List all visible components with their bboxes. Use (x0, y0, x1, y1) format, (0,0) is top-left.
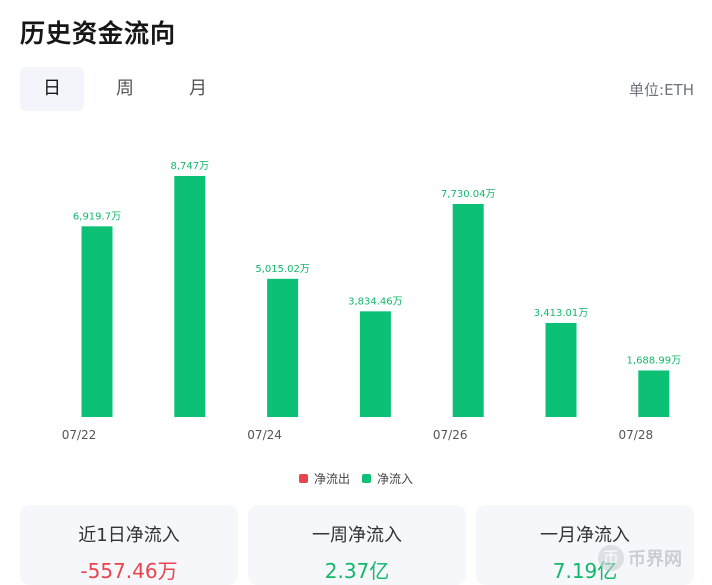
x-tick-label: 07/22 (62, 428, 97, 442)
summary-value-1d: -557.46万 (80, 559, 178, 583)
legend-item-outflow[interactable]: 净流出 (298, 470, 350, 487)
x-tick-label: 07/28 (619, 428, 654, 442)
fund-flow-bar-chart: 6,919.7万 07/22 8,747万 5,015.02万 07/24 3,834.4… (62, 161, 682, 442)
tab-day[interactable]: 日 (20, 67, 84, 111)
bar-07-22[interactable] (81, 226, 113, 417)
legend-swatch-inflow (362, 474, 371, 483)
x-tick-label: 07/26 (433, 428, 468, 442)
watermark: 币 币界网 (598, 545, 682, 571)
bar-07-28[interactable] (638, 370, 670, 417)
bar-07-25[interactable] (359, 311, 391, 417)
bar-value-label: 3,413.01万 (534, 308, 589, 319)
bar-value-label: 1,688.99万 (627, 355, 682, 366)
bar-07-23[interactable] (174, 175, 206, 417)
legend-swatch-outflow (298, 474, 308, 483)
bar-07-24[interactable] (267, 278, 299, 417)
summary-card-1d: 近1日净流入 -557.46万 (20, 505, 238, 585)
bar-value-label: 8,747万 (170, 161, 209, 172)
bar-value-label: 6,919.7万 (73, 211, 121, 222)
bar-07-26[interactable] (452, 203, 484, 417)
chart-legend: 净流出 净流入 (0, 470, 712, 487)
summary-value-1w: 2.37亿 (324, 559, 390, 583)
watermark-text: 币界网 (628, 549, 682, 570)
unit-label: 单位:ETH (629, 81, 694, 99)
summary-card-1w: 一周净流入 2.37亿 (248, 505, 466, 585)
bar-value-label: 7,730.04万 (441, 189, 496, 200)
summary-card-1m: 一月净流入 7.19亿 (476, 505, 694, 585)
period-tabs: 日 周 月 (20, 67, 239, 111)
legend-label-inflow: 净流入 (377, 472, 414, 486)
legend-item-inflow[interactable]: 净流入 (362, 470, 413, 487)
summary-cards: 近1日净流入 -557.46万 一周净流入 2.37亿 一月净流入 7.19亿 (20, 505, 704, 585)
bar-07-27[interactable] (545, 322, 577, 417)
bar-value-label: 5,015.02万 (255, 264, 310, 275)
tab-month[interactable]: 月 (189, 78, 207, 99)
x-tick-label: 07/24 (247, 428, 282, 442)
legend-label-outflow: 净流出 (313, 472, 350, 486)
page-title: 历史资金流向 (20, 19, 177, 48)
tab-week[interactable]: 周 (116, 78, 134, 99)
bar-value-label: 3,834.46万 (348, 296, 403, 307)
watermark-logo-icon: 币 (598, 545, 624, 571)
summary-label-1m: 一月净流入 (540, 525, 630, 546)
summary-label-1w: 一周净流入 (312, 525, 402, 546)
summary-label-1d: 近1日净流入 (78, 525, 180, 546)
